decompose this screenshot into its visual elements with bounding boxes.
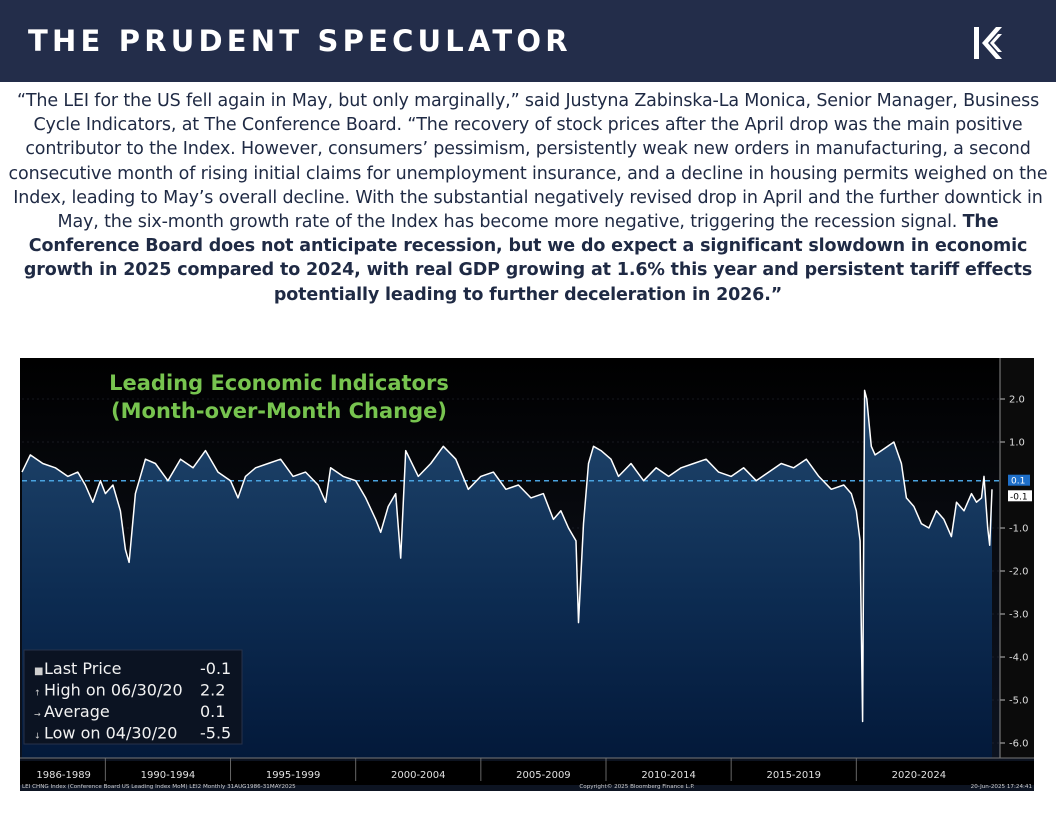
last-value-tag-label: -0.1 — [1010, 492, 1028, 502]
x-axis-bar — [20, 761, 1034, 785]
legend-value-1: 2.2 — [200, 681, 225, 700]
last-value-tag — [1008, 490, 1032, 502]
footer-right: 20-Jun-2025 17:24:41 — [971, 784, 1033, 790]
series-line — [21, 389, 993, 723]
area-fill — [22, 390, 992, 758]
legend-marker-3: ↓ — [34, 732, 41, 741]
y-tick-label-4: -3.0 — [1009, 610, 1029, 621]
legend-label-3: Low on 04/30/20 — [44, 724, 177, 743]
lei-chart: 2.01.0-1.0-2.0-3.0-4.0-5.0-6.0 0.1 -0.1 … — [20, 358, 1034, 791]
y-tick-label-1: 1.0 — [1009, 438, 1025, 449]
x-period-label-5: 2010-2014 — [641, 770, 696, 781]
y-tick-label-7: -6.0 — [1009, 739, 1029, 750]
legend-label-2: Average — [44, 702, 110, 721]
y-tick-label-2: -1.0 — [1009, 524, 1029, 535]
legend-marker-2: → — [34, 710, 41, 719]
x-period-label-6: 2015-2019 — [766, 770, 821, 781]
y-axis: 2.0 1.0 -1.0 -2.0 -3.0 -4.0 -5.0 -6.0 — [999, 358, 1029, 758]
x-period-label-2: 1995-1999 — [266, 770, 321, 781]
legend-box — [23, 649, 243, 745]
legend: ■ Last Price -0.1 ↑ High on 06/30/20 2.2 → Aver… — [34, 659, 231, 743]
axis-panel — [1000, 358, 1034, 758]
y-tick-label-5: -4.0 — [1009, 653, 1029, 664]
quote-text: “The LEI for the US fell again in May, b… — [8, 89, 1048, 307]
x-period-label-3: 2000-2004 — [391, 770, 446, 781]
legend-label-0: Last Price — [44, 659, 121, 678]
legend-value-2: 0.1 — [200, 702, 225, 721]
average-tag — [1008, 474, 1030, 486]
x-period-label-4: 2005-2009 — [516, 770, 571, 781]
legend-label-1: High on 06/30/20 — [44, 681, 183, 700]
header-bar: THE PRUDENT SPECULATOR — [0, 0, 1056, 82]
y-tick-label-3: -2.0 — [1009, 567, 1029, 578]
x-period-label-1: 1990-1994 — [141, 770, 196, 781]
legend-value-3: -5.5 — [200, 724, 231, 743]
chart-title-line1: Leading Economic Indicators — [109, 371, 449, 395]
x-period-label-7: 2020-2024 — [892, 770, 947, 781]
brand-logo-icon — [974, 27, 1002, 59]
quote-bold: The Conference Board does not anticipate… — [23, 212, 1033, 305]
x-period-label-0: 1986-1989 — [36, 770, 91, 781]
chart-title-line2: (Month-over-Month Change) — [111, 399, 447, 423]
quote-regular: “The LEI for the US fell again in May, b… — [8, 91, 1048, 233]
legend-marker-0: ■ — [34, 666, 43, 677]
average-tag-label: 0.1 — [1011, 477, 1025, 487]
y-tick-label-0: 2.0 — [1009, 395, 1025, 406]
legend-value-0: -0.1 — [200, 659, 231, 678]
legend-marker-1: ↑ — [34, 689, 41, 698]
x-axis: 1986-1989 1990-1994 1995-1999 2000-2004 2005… — [20, 757, 1034, 781]
footer-left: LEI CHNG Index (Conference Board US Lead… — [22, 784, 296, 790]
brand-title: THE PRUDENT SPECULATOR — [28, 24, 572, 58]
y-tick-label-6: -5.0 — [1009, 696, 1029, 707]
footer-center: Copyright© 2025 Bloomberg Finance L.P. — [579, 783, 694, 790]
